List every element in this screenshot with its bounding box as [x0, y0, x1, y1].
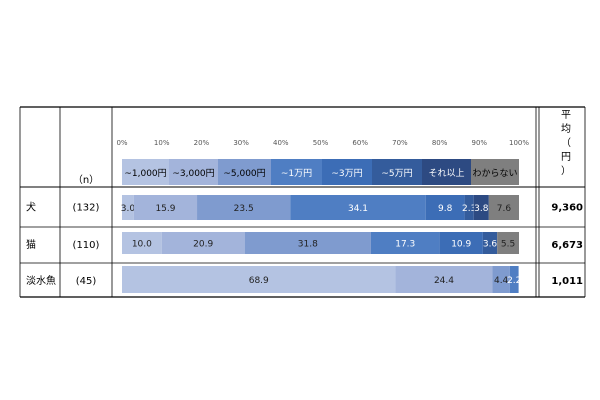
bar-segment — [122, 195, 134, 220]
legend-swatch — [372, 159, 422, 185]
legend-swatch — [422, 159, 471, 185]
data-label: 3.6 — [483, 240, 498, 250]
bar-segment — [197, 195, 291, 220]
x-tick-label: 20% — [194, 139, 210, 147]
bar-segment — [497, 232, 519, 254]
bar-segment — [161, 232, 245, 254]
x-tick-label: 100% — [509, 139, 529, 147]
row-label: 猫 — [26, 238, 36, 251]
bar-segment — [395, 266, 493, 293]
x-tick-label: 50% — [313, 139, 329, 147]
n-header: （n） — [73, 174, 99, 186]
average-value: 1,011 — [551, 276, 583, 287]
average-header-char: ） — [561, 165, 571, 177]
data-label: 68.9 — [249, 276, 269, 286]
x-tick-label: 10% — [154, 139, 170, 147]
x-tick-label: 90% — [472, 139, 488, 147]
legend-label: わからない — [472, 168, 517, 179]
data-label: 23.5 — [234, 204, 254, 214]
average-header-char: 平 — [561, 110, 571, 121]
x-tick-label: 60% — [352, 139, 368, 147]
n-value: (45) — [76, 276, 97, 287]
x-tick-label: 70% — [392, 139, 408, 147]
data-label: 3.0 — [121, 204, 136, 214]
data-label: 5.5 — [501, 240, 515, 250]
legend-label: それ以上 — [428, 168, 464, 179]
legend-label: ~1,000円 — [124, 168, 166, 179]
bar-segment — [133, 195, 198, 220]
average-header-char: 円 — [561, 152, 571, 163]
row-label: 淡水魚 — [26, 274, 56, 287]
bar-segment — [370, 232, 440, 254]
bar-segment — [509, 266, 519, 293]
average-value: 6,673 — [551, 240, 583, 251]
legend-label: ~3万円 — [331, 168, 362, 179]
legend-swatch — [322, 159, 372, 185]
legend-swatch — [218, 159, 271, 185]
legend-swatch — [169, 159, 218, 185]
data-label: 7.6 — [497, 204, 512, 214]
data-label: 31.8 — [298, 240, 318, 250]
data-label: 15.9 — [155, 204, 175, 214]
bar-segment — [290, 195, 426, 220]
x-tick-label: 40% — [273, 139, 289, 147]
average-header-char: 均 — [561, 123, 571, 135]
n-value: (110) — [73, 240, 100, 251]
data-label: 20.9 — [193, 240, 213, 250]
bar-segment — [492, 266, 510, 293]
row-label: 犬 — [26, 201, 36, 214]
bar-segment — [473, 195, 489, 220]
x-tick-label: 80% — [432, 139, 448, 147]
bar-segment — [425, 195, 465, 220]
legend-swatch — [271, 159, 322, 185]
bar-segment — [244, 232, 371, 254]
data-label: 4.4 — [494, 276, 509, 286]
data-label: 34.1 — [348, 204, 368, 214]
legend-label: ~5,000円 — [223, 168, 265, 179]
data-label: 10.0 — [132, 240, 152, 250]
average-header-char: （ — [561, 137, 571, 149]
legend-swatch — [471, 159, 519, 185]
x-tick-label: 30% — [233, 139, 249, 147]
average-value: 9,360 — [551, 203, 583, 214]
bar-segment — [488, 195, 519, 220]
data-label: 2.3 — [462, 204, 476, 214]
data-label: 24.4 — [434, 276, 454, 286]
legend-label: ~3,000円 — [172, 168, 214, 179]
legend-label: ~5万円 — [381, 168, 412, 179]
data-label: 3.8 — [474, 204, 489, 214]
data-label: 17.3 — [395, 240, 415, 250]
bar-segment — [439, 232, 483, 254]
bar-segment — [122, 232, 162, 254]
bar-segment — [122, 266, 396, 293]
legend-swatch — [122, 159, 169, 185]
data-label: 10.9 — [451, 240, 471, 250]
legend-label: ~1万円 — [281, 168, 312, 179]
bar-segment — [482, 232, 498, 254]
data-label: 2.2 — [507, 276, 521, 286]
x-tick-label: 0% — [116, 139, 127, 147]
n-value: (132) — [73, 203, 100, 214]
data-label: 9.8 — [438, 204, 453, 214]
bar-segment — [464, 195, 474, 220]
